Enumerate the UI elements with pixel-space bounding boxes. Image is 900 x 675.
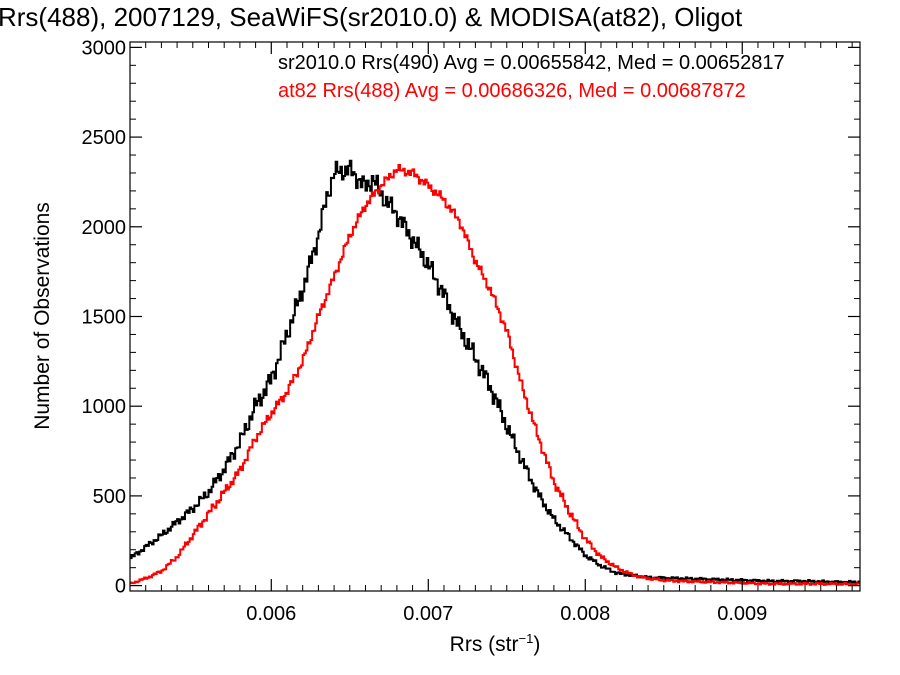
series-line-2 xyxy=(130,164,860,587)
y-axis-label: Number of Observations xyxy=(31,202,54,430)
y-tick-label-3000: 3000 xyxy=(82,37,127,59)
y-tick-label-2000: 2000 xyxy=(82,217,127,239)
x-tick-label-0: 0.006 xyxy=(246,603,296,625)
plot-area: 0 500 1000 1500 2000 2500 3000 0.006 0.007 0.008 0… xyxy=(82,37,861,625)
x-tick-label-1: 0.007 xyxy=(403,603,453,625)
x-tick-label-2: 0.008 xyxy=(560,603,610,625)
x-tick-label-3: 0.009 xyxy=(717,603,767,625)
plot-frame xyxy=(129,41,861,592)
chart-title: Rrs(488), 2007129, SeaWiFS(sr2010.0) & M… xyxy=(0,2,743,32)
y-tick-label-0: 0 xyxy=(115,576,126,598)
y-tick-label-500: 500 xyxy=(93,486,126,508)
series-line-1 xyxy=(130,159,860,585)
y-tick-label-2500: 2500 xyxy=(82,127,127,149)
y-tick-label-1500: 1500 xyxy=(82,307,127,329)
legend-entry-black: sr2010.0 Rrs(490) Avg = 0.00655842, Med … xyxy=(278,52,785,74)
y-tick-label-1000: 1000 xyxy=(82,396,127,418)
legend-entry-red: at82 Rrs(488) Avg = 0.00686326, Med = 0.… xyxy=(278,80,746,102)
x-axis-label: Rrs (str−1) xyxy=(450,631,541,656)
